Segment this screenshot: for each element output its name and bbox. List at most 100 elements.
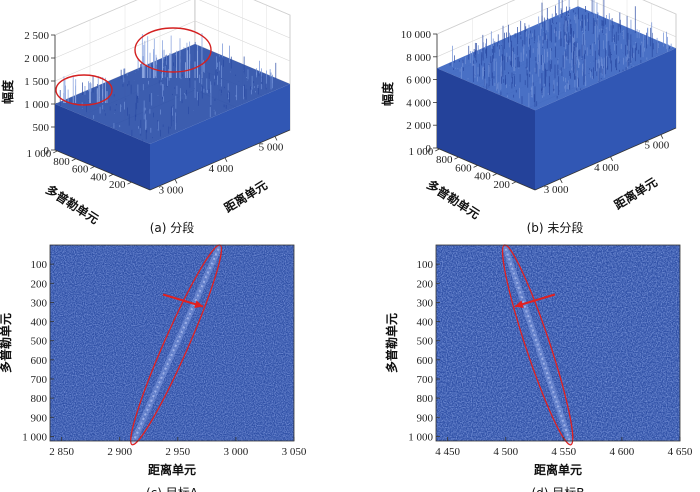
y-tick-label: 200: [417, 278, 434, 290]
x-tick-mark: [559, 178, 563, 184]
panel-caption: (a) 分段: [150, 220, 195, 235]
y-tick-label: 1 000: [408, 431, 433, 443]
surface-front-left: [437, 68, 535, 190]
y-tick-label: 100: [31, 259, 48, 271]
panel-caption: (b) 未分段: [527, 220, 584, 235]
z-tick-label: 0: [426, 143, 432, 155]
x-tick-mark: [660, 134, 664, 139]
x-tick-label: 4 000: [594, 162, 619, 174]
y-tick-label: 1 000: [26, 148, 51, 160]
y-tick-label: 100: [417, 259, 434, 271]
y-tick-mark: [90, 166, 95, 169]
x-tick-label: 4 450: [435, 446, 460, 458]
z-tick-label: 2 000: [24, 53, 49, 65]
target-arrow-head: [194, 300, 204, 309]
heatmap-noise: [50, 245, 294, 441]
y-tick-label: 800: [53, 156, 70, 168]
y-tick-mark: [492, 173, 497, 176]
z-tick-label: 1 500: [24, 76, 49, 88]
y-tick-label: 500: [417, 336, 434, 348]
x-tick-mark: [610, 156, 613, 161]
y-tick-label: 500: [31, 336, 48, 348]
y-tick-label: 600: [455, 162, 472, 174]
z-tick-label: 0: [44, 145, 50, 157]
z-tick-label: 2 000: [406, 120, 431, 132]
target-trace: [132, 248, 220, 442]
y-tick-label: 400: [417, 317, 434, 329]
x-tick-label: 2 900: [107, 446, 132, 458]
surface-front-right: [535, 48, 676, 191]
y-axis-line: [54, 149, 151, 191]
y-tick-mark: [53, 150, 58, 154]
y-tick-label: 600: [72, 164, 89, 176]
y-tick-label: 700: [31, 374, 48, 386]
y-tick-label: 400: [31, 317, 48, 329]
y-tick-label: 200: [31, 278, 48, 290]
y-tick-mark: [454, 156, 459, 160]
x-axis-line: [534, 127, 677, 191]
z-tick-label: 10 000: [401, 29, 432, 41]
y-tick-mark: [473, 165, 478, 168]
y-tick-mark: [108, 174, 114, 177]
y-tick-label: 300: [31, 297, 48, 309]
x-tick-label: 3 050: [282, 446, 307, 458]
z-tick-label: 6 000: [406, 75, 431, 87]
y-tick-label: 200: [493, 179, 510, 191]
highlight-ellipse: [55, 74, 113, 106]
z-axis-label: 幅度: [0, 79, 15, 104]
y-tick-label: 900: [417, 412, 434, 424]
z-gridline: [54, 0, 291, 59]
x-tick-label: 5 000: [645, 140, 670, 152]
surface-front-right: [150, 84, 290, 190]
z-gridline: [54, 20, 291, 82]
heatmap-noise: [436, 245, 680, 441]
y-tick-label: 800: [31, 393, 48, 405]
panel-caption: (c) 目标A: [146, 486, 199, 492]
x-tick-mark: [224, 157, 228, 163]
y-tick-mark: [71, 158, 76, 162]
target-trace: [504, 248, 571, 442]
x-tick-label: 3 000: [224, 446, 249, 458]
y-tick-label: 600: [31, 355, 48, 367]
x-axis-line: [149, 129, 291, 191]
y-tick-label: 800: [436, 154, 453, 166]
x-tick-label: 4 650: [668, 446, 693, 458]
highlight-ellipse: [134, 27, 212, 73]
x-tick-label: 5 000: [259, 141, 284, 153]
x-tick-label: 2 950: [165, 446, 190, 458]
y-tick-mark: [435, 148, 440, 152]
x-axis-label: 距离单元: [611, 174, 660, 212]
z-gridline: [54, 0, 291, 36]
y-tick-label: 400: [474, 171, 491, 183]
x-axis-label: 距离单元: [221, 177, 270, 215]
y-tick-label: 400: [90, 171, 107, 183]
z-gridline: [436, 0, 677, 58]
y-tick-mark: [127, 181, 132, 185]
plot-frame: [49, 244, 295, 442]
z-tick-label: 500: [33, 122, 50, 134]
x-tick-label: 4 000: [209, 163, 234, 175]
y-axis-label: 多普勒单元: [424, 177, 483, 222]
surface-front-left: [55, 104, 150, 190]
z-tick-label: 1 000: [24, 99, 49, 111]
y-axis-label: 多普勒单元: [43, 182, 102, 227]
x-axis-label: 距离单元: [148, 462, 196, 477]
x-tick-label: 4 500: [493, 446, 518, 458]
y-tick-label: 1 000: [22, 431, 47, 443]
x-tick-label: 3 000: [544, 184, 569, 196]
z-tick-label: 2 500: [24, 30, 49, 42]
x-tick-label: 3 000: [159, 184, 184, 196]
panel-b-surface-unsegmented: 0 2 000 4 000 6 000 8 000 10 000 1 00080060040…: [380, 0, 677, 235]
target-arrow-head: [514, 300, 524, 309]
z-axis-label: 幅度: [380, 81, 395, 106]
z-gridline: [436, 0, 677, 35]
y-tick-label: 700: [417, 374, 434, 386]
x-tick-label: 2 850: [49, 446, 74, 458]
x-tick-mark: [274, 136, 278, 141]
z-tick-label: 4 000: [406, 97, 431, 109]
plot-frame: [435, 244, 681, 442]
